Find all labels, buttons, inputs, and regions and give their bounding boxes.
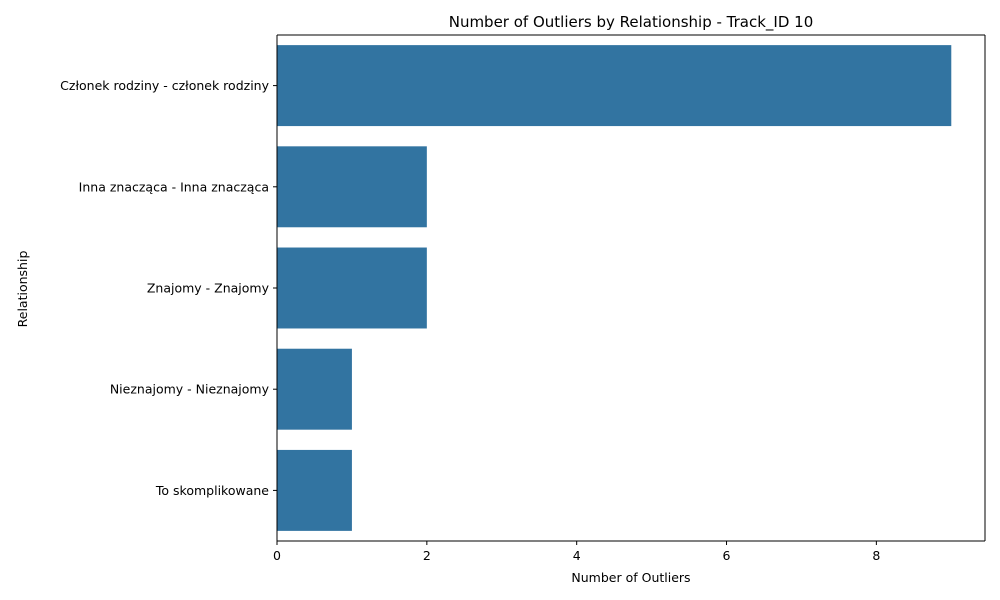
y-tick-label: To skomplikowane [155,483,269,498]
y-tick-label: Nieznajomy - Nieznajomy [110,382,270,397]
y-tick-label: Członek rodziny - członek rodziny [60,78,269,93]
x-axis-label: Number of Outliers [571,570,690,585]
x-tick-label: 8 [872,548,880,563]
x-tick-label: 0 [273,548,281,563]
bar [277,247,427,329]
y-axis-label: Relationship [15,251,30,328]
axes-group: Członek rodziny - członek rodziny Inna zn… [60,34,986,563]
x-tick-label: 6 [723,548,731,563]
bar [277,146,427,228]
bar [277,45,952,127]
y-tick-label: Inna znacząca - Inna znacząca [79,179,269,194]
x-tick-label: 4 [573,548,581,563]
bar [277,348,352,430]
x-tick-label: 2 [423,548,431,563]
chart-title: Number of Outliers by Relationship - Tra… [449,13,814,32]
y-tick-label: Znajomy - Znajomy [147,281,270,296]
bars-group [277,45,952,531]
bar [277,449,352,531]
